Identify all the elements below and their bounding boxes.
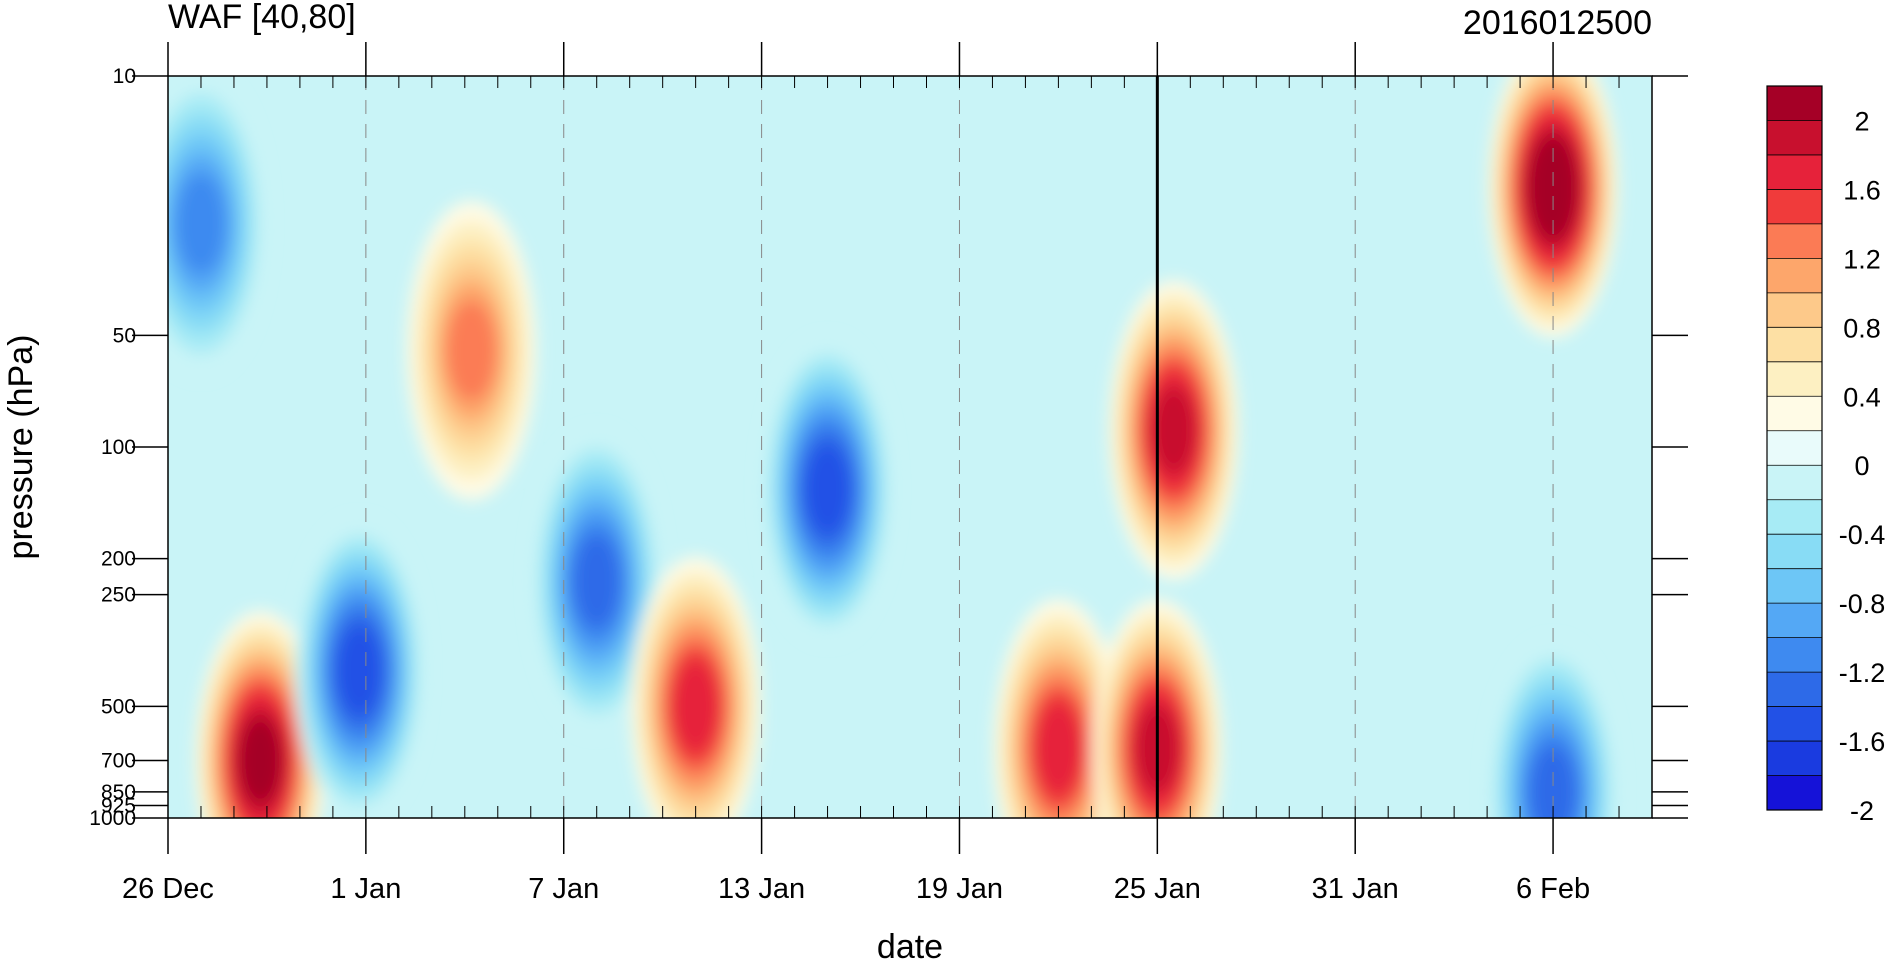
colorbar-swatch <box>1767 86 1822 121</box>
colorbar-frame <box>1766 85 1823 811</box>
colorbar-label: -1.6 <box>1839 727 1886 757</box>
colorbar-label: 1.6 <box>1843 175 1881 205</box>
colorbar-swatch <box>1767 223 1822 259</box>
colorbar-swatch <box>1767 534 1822 570</box>
x-tick-label: 25 Jan <box>1114 873 1201 905</box>
x-tick-label: 1 Jan <box>330 873 401 905</box>
x-axis: 26 Dec 1 Jan 7 Jan 13 Jan 19 Jan 25 Jan 31 Jan… <box>122 42 1653 905</box>
colorbar-label: 0.4 <box>1843 382 1881 412</box>
plot-area <box>167 75 1653 819</box>
y-tick-label: 850 <box>101 781 136 804</box>
colorbar-swatch <box>1767 189 1822 225</box>
colorbar-swatch <box>1767 327 1822 363</box>
colorbar-swatch <box>1767 292 1822 328</box>
chart-title-right: 2016012500 <box>1463 4 1652 42</box>
y-tick-label: 1000 <box>89 807 136 830</box>
contour-band <box>1531 146 1575 229</box>
contour-band <box>1151 386 1196 474</box>
y-tick-label: 700 <box>101 750 136 773</box>
x-axis-label: date <box>877 928 943 961</box>
y-tick-label: 500 <box>101 695 136 718</box>
colorbar: 2 1.6 1.2 0.8 0.4 0 -0.4 -0.8 -1.2 -1.6 -2 <box>1766 85 1886 826</box>
colorbar-label: 1.2 <box>1843 244 1881 274</box>
colorbar-label: -2 <box>1850 796 1874 826</box>
colorbar-label: -0.4 <box>1839 520 1886 550</box>
colorbar-swatch <box>1767 120 1822 156</box>
y-tick-label: 250 <box>101 584 136 607</box>
y-tick-label: 10 <box>113 65 136 88</box>
colorbar-swatch <box>1767 672 1822 708</box>
colorbar-swatch <box>1767 568 1822 604</box>
x-tick-label: 13 Jan <box>718 873 805 905</box>
contour-band <box>573 534 621 629</box>
colorbar-label: -1.2 <box>1839 658 1886 688</box>
colorbar-swatch <box>1767 499 1822 535</box>
contour-band <box>176 173 226 274</box>
colorbar-label: 0 <box>1854 451 1869 481</box>
y-tick-label: 200 <box>101 548 136 571</box>
y-tick-label: 100 <box>101 436 136 459</box>
colorbar-swatch <box>1767 603 1822 639</box>
colorbar-swatch <box>1767 706 1822 742</box>
colorbar-swatch <box>1767 775 1822 811</box>
colorbar-label: 0.8 <box>1843 313 1881 343</box>
x-tick-label: 31 Jan <box>1312 873 1399 905</box>
x-tick-label: 19 Jan <box>916 873 1003 905</box>
colorbar-swatch <box>1767 154 1822 190</box>
y-tick-label: 50 <box>113 324 136 347</box>
x-tick-label: 26 Dec <box>122 873 214 905</box>
contour-band <box>446 300 497 401</box>
contour-field <box>168 76 1618 818</box>
colorbar-swatch <box>1767 465 1822 501</box>
contour-band <box>336 625 383 716</box>
y-axis-label: pressure (hPa) <box>2 335 40 560</box>
x-tick-label: 7 Jan <box>528 873 599 905</box>
colorbar-label: 2 <box>1854 106 1869 136</box>
contour-band <box>238 718 282 803</box>
colorbar-swatch <box>1767 430 1822 466</box>
colorbar-label: -0.8 <box>1839 589 1886 619</box>
x-tick-label: 6 Feb <box>1516 873 1590 905</box>
chart-title-left: WAF [40,80] <box>168 0 356 36</box>
colorbar-swatch <box>1767 361 1822 397</box>
colorbar-swatch <box>1767 741 1822 777</box>
colorbar-swatch <box>1767 637 1822 673</box>
contour-band <box>672 661 719 752</box>
colorbar-swatch <box>1767 396 1822 432</box>
contour-band <box>1035 703 1082 794</box>
colorbar-swatch <box>1767 258 1822 294</box>
contour-band <box>804 444 851 535</box>
y-tick-label: 925 <box>101 794 136 817</box>
